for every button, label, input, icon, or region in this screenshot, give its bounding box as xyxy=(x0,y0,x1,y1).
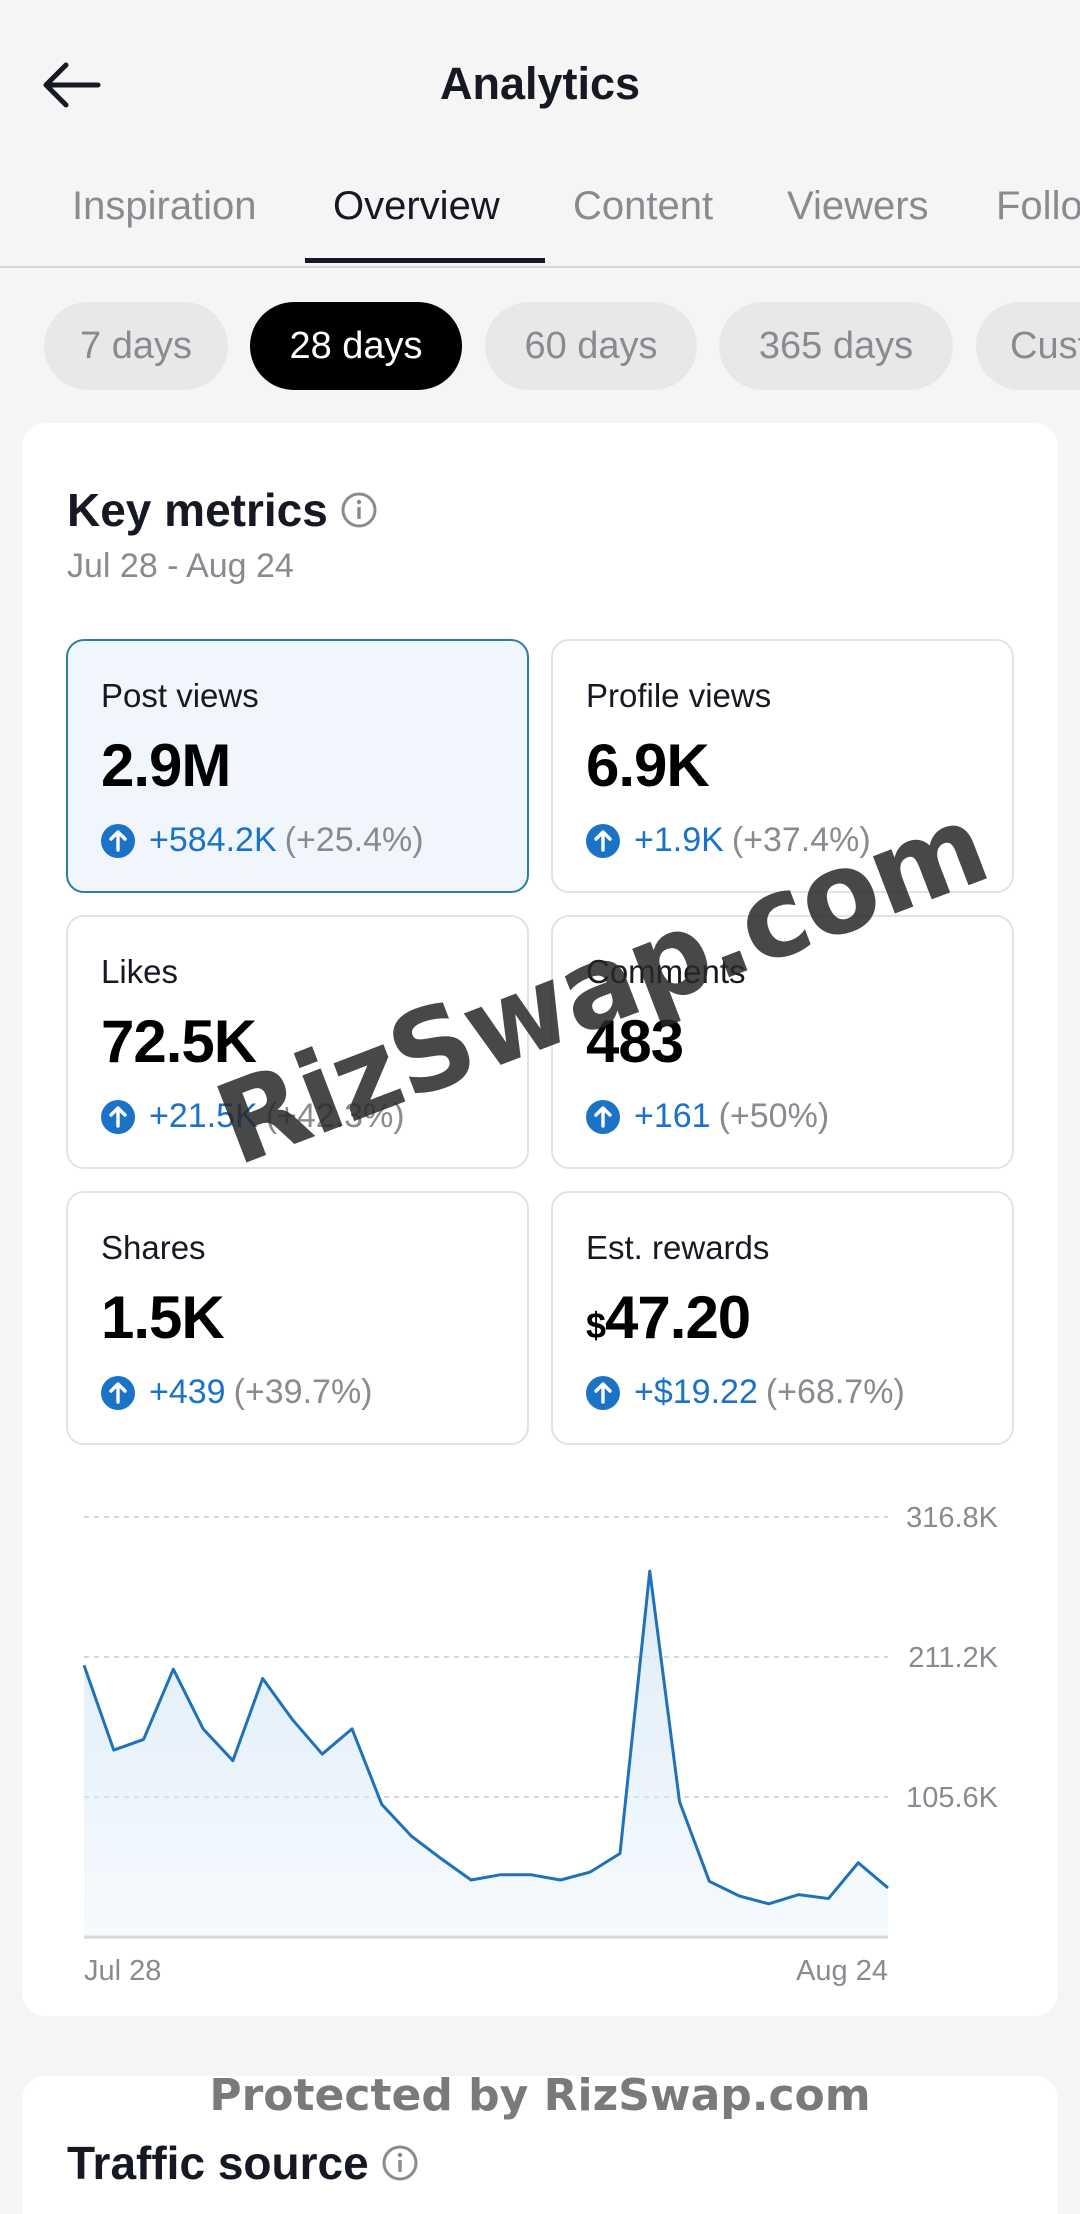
metric-tile-shares[interactable]: Shares 1.5K +439 (+39.7%) xyxy=(66,1191,529,1445)
metric-value: 6.9K xyxy=(586,732,710,799)
range-60-days[interactable]: 60 days xyxy=(485,302,697,390)
metric-tile-likes[interactable]: Likes 72.5K +21.5K (+42.3%) xyxy=(66,915,529,1169)
metric-label: Post views xyxy=(101,677,259,714)
change-absolute: +161 xyxy=(634,1097,711,1135)
metric-label: Profile views xyxy=(586,677,772,714)
key-metrics-title: Key metrics xyxy=(67,484,328,536)
x-tick-label: Aug 24 xyxy=(796,1955,888,1987)
currency-symbol: $ xyxy=(586,1305,606,1346)
series-area xyxy=(84,1571,888,1937)
metric-label: Likes xyxy=(101,953,179,990)
info-icon[interactable] xyxy=(340,491,378,529)
arrow-up-circle-icon xyxy=(101,1375,135,1410)
x-tick-label: Jul 28 xyxy=(84,1955,161,1987)
series-line xyxy=(82,1569,889,1906)
tab-viewers[interactable]: Viewers xyxy=(787,184,929,228)
range-7-days[interactable]: 7 days xyxy=(44,302,228,390)
range-custom[interactable]: Custom xyxy=(976,302,1080,390)
metric-tile-post-views[interactable]: Post views 2.9M +584.2K (+25.4%) xyxy=(66,639,529,893)
traffic-source-title: Traffic source xyxy=(67,2137,369,2189)
date-range-selector: 7 days 28 days 60 days 365 days Custom xyxy=(0,300,1080,392)
metric-change: +584.2K (+25.4%) xyxy=(101,821,424,860)
arrow-up-circle-icon xyxy=(101,1099,135,1134)
metric-value: 483 xyxy=(586,1008,684,1075)
metric-label: Comments xyxy=(586,953,746,990)
arrow-up-circle-icon xyxy=(586,1099,620,1134)
key-metrics-heading: Key metrics xyxy=(67,483,378,537)
metric-tile-comments[interactable]: Comments 483 +161 (+50%) xyxy=(551,915,1014,1169)
metric-tile-est-rewards[interactable]: Est. rewards $47.20 +$19.22 (+68.7%) xyxy=(551,1191,1014,1445)
metric-label: Shares xyxy=(101,1229,206,1266)
info-icon[interactable] xyxy=(381,2144,419,2182)
change-percent: (+42.3%) xyxy=(265,1097,405,1135)
metric-change: +21.5K (+42.3%) xyxy=(101,1097,405,1136)
tab-content[interactable]: Content xyxy=(573,184,714,228)
change-absolute: +1.9K xyxy=(634,821,724,859)
change-absolute: +$19.22 xyxy=(634,1373,758,1411)
page-title: Analytics xyxy=(439,58,641,109)
metric-change: +439 (+39.7%) xyxy=(101,1373,373,1412)
metric-value: 2.9M xyxy=(101,732,231,799)
arrow-up-circle-icon xyxy=(586,1375,620,1410)
y-tick-label: 105.6K xyxy=(906,1782,999,1814)
change-percent: (+37.4%) xyxy=(731,821,871,859)
reward-amount: 47.20 xyxy=(605,1284,751,1351)
metric-tile-profile-views[interactable]: Profile views 6.9K +1.9K (+37.4%) xyxy=(551,639,1014,893)
change-absolute: +584.2K xyxy=(149,821,277,859)
metric-change: +161 (+50%) xyxy=(586,1097,829,1136)
y-tick-label: 316.8K xyxy=(906,1502,999,1534)
post-views-chart[interactable]: 316.8K 211.2K 105.6K Jul 28 Aug 24 xyxy=(22,1460,1058,2020)
app-header: Analytics xyxy=(0,0,1080,170)
back-button[interactable] xyxy=(40,50,120,120)
key-metrics-card: Key metrics Jul 28 - Aug 24 Post views 2… xyxy=(22,423,1058,2016)
y-tick-label: 211.2K xyxy=(908,1642,998,1674)
date-range-label: Jul 28 - Aug 24 xyxy=(67,547,294,585)
traffic-source-card: Traffic source xyxy=(22,2076,1058,2214)
change-percent: (+68.7%) xyxy=(765,1373,905,1411)
active-tab-indicator xyxy=(305,258,545,263)
metric-value: 72.5K xyxy=(101,1008,257,1075)
metric-label: Est. rewards xyxy=(586,1229,770,1266)
protected-watermark: Protected by RizSwap.com xyxy=(209,2070,871,2121)
arrow-up-circle-icon xyxy=(101,823,135,858)
tab-inspiration[interactable]: Inspiration xyxy=(72,184,257,228)
metric-value: 1.5K xyxy=(101,1284,225,1351)
tab-overview[interactable]: Overview xyxy=(333,184,500,228)
traffic-source-heading: Traffic source xyxy=(67,2136,419,2190)
change-absolute: +21.5K xyxy=(149,1097,258,1135)
change-percent: (+25.4%) xyxy=(284,821,424,859)
metric-value: $47.20 xyxy=(586,1283,751,1352)
range-365-days[interactable]: 365 days xyxy=(719,302,953,390)
analytics-tabs: Inspiration Overview Content Viewers Fol… xyxy=(0,170,1080,268)
change-percent: (+39.7%) xyxy=(233,1373,373,1411)
arrow-left-icon xyxy=(43,62,101,108)
arrow-up-circle-icon xyxy=(586,823,620,858)
change-absolute: +439 xyxy=(149,1373,226,1411)
change-percent: (+50%) xyxy=(718,1097,830,1135)
metric-change: +1.9K (+37.4%) xyxy=(586,821,871,860)
metric-change: +$19.22 (+68.7%) xyxy=(586,1373,905,1412)
range-28-days[interactable]: 28 days xyxy=(250,302,462,390)
tab-followers[interactable]: Followers xyxy=(996,184,1080,228)
